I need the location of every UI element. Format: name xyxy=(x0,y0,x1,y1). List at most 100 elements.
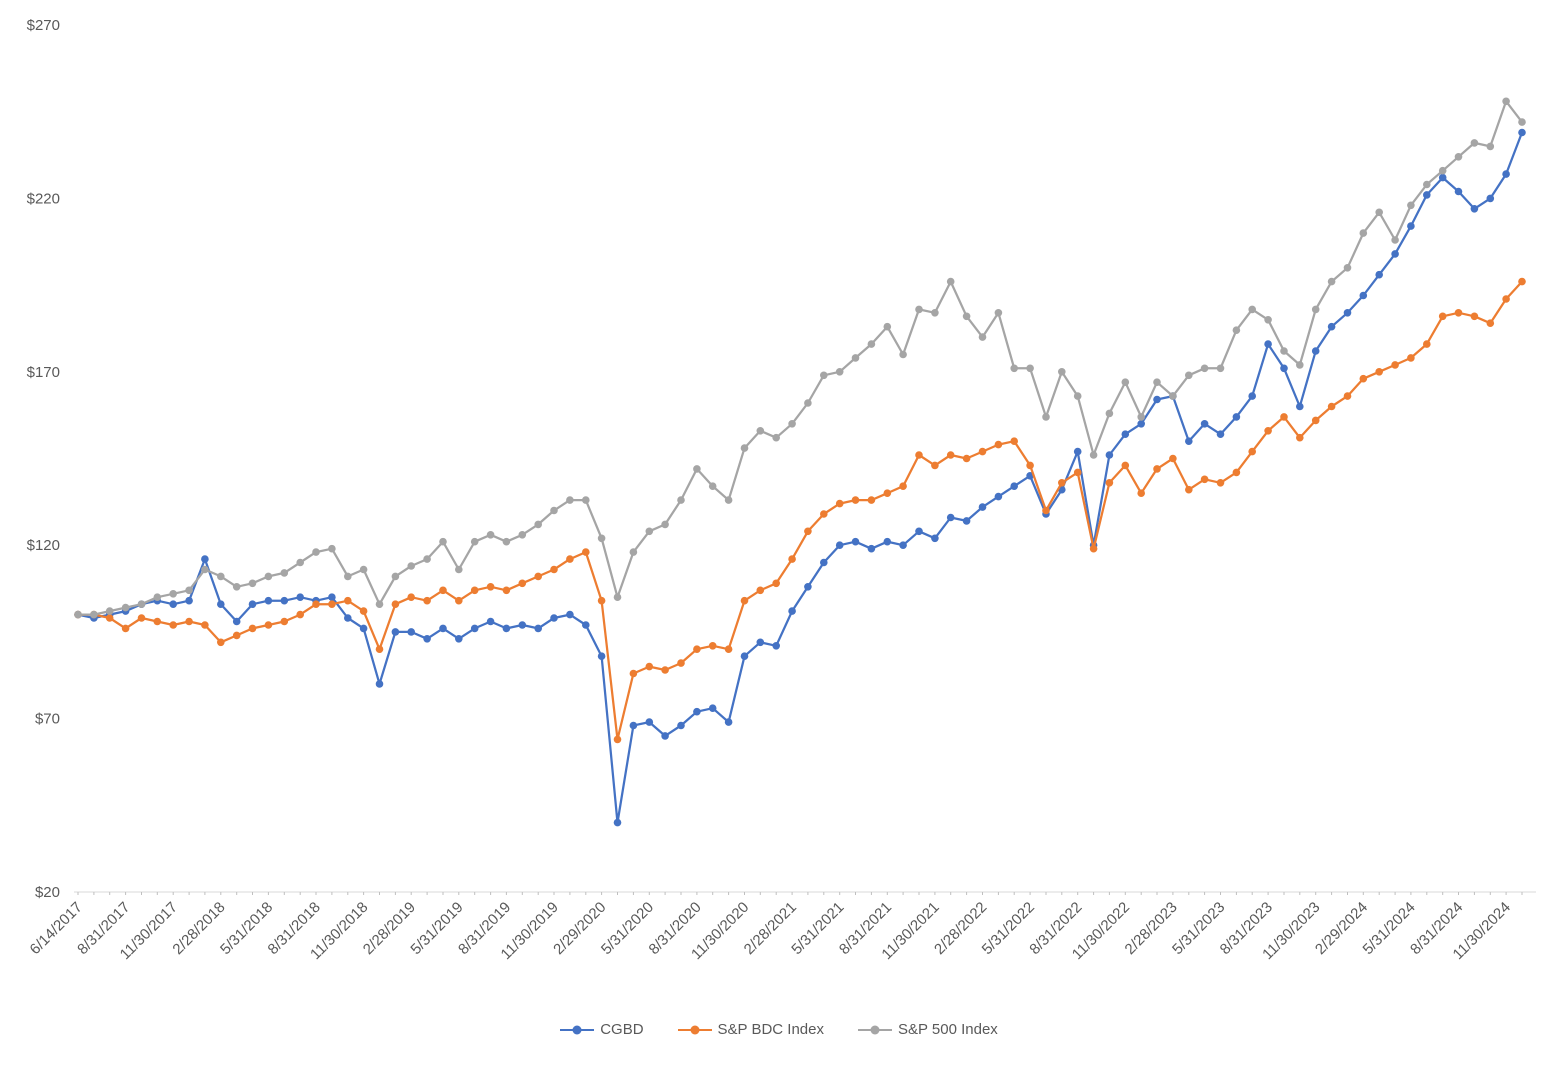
data-point xyxy=(1470,312,1479,321)
data-point xyxy=(1200,475,1209,484)
data-point xyxy=(613,593,622,601)
data-point xyxy=(915,451,923,459)
data-point xyxy=(1216,364,1225,373)
data-point xyxy=(1153,465,1161,473)
data-point xyxy=(185,596,193,605)
data-point xyxy=(597,596,606,605)
data-point xyxy=(566,555,574,563)
data-point xyxy=(994,492,1003,501)
data-point xyxy=(740,444,749,452)
data-point xyxy=(391,628,400,636)
data-point xyxy=(931,309,939,317)
data-point xyxy=(677,721,685,730)
data-point xyxy=(328,593,336,601)
data-point xyxy=(344,572,352,581)
legend-marker-sp-bdc-index xyxy=(677,1025,712,1034)
data-point xyxy=(1073,392,1082,400)
data-point xyxy=(1454,153,1463,161)
data-point xyxy=(328,544,336,553)
data-point xyxy=(1375,368,1383,376)
data-point xyxy=(1280,347,1288,355)
data-point xyxy=(232,631,241,640)
data-point xyxy=(1343,264,1352,272)
data-point xyxy=(994,309,1003,317)
legend-marker-sp-500-index xyxy=(857,1025,892,1034)
data-point xyxy=(899,350,907,359)
data-point xyxy=(629,721,638,730)
data-point xyxy=(724,718,733,726)
legend-marker-cgbd xyxy=(560,1025,595,1034)
data-point xyxy=(455,565,463,574)
data-point xyxy=(455,596,463,605)
data-point xyxy=(724,496,733,504)
data-point xyxy=(1121,378,1130,387)
data-point xyxy=(740,596,749,605)
data-point xyxy=(1121,430,1130,439)
data-point xyxy=(391,600,400,608)
data-point xyxy=(1280,413,1288,421)
data-point xyxy=(693,707,701,716)
data-point xyxy=(375,645,384,653)
chart-legend: CGBD S&P BDC Index S&P 500 Index xyxy=(0,1021,1558,1038)
data-point xyxy=(534,520,542,529)
data-point xyxy=(90,610,98,619)
data-point xyxy=(1105,451,1114,459)
x-axis-ticks xyxy=(77,892,1523,895)
data-point xyxy=(312,600,320,608)
data-point xyxy=(169,590,177,598)
data-point xyxy=(1280,364,1288,373)
data-point xyxy=(185,617,193,626)
data-point xyxy=(804,399,812,407)
data-point xyxy=(1518,277,1526,286)
data-point xyxy=(1026,364,1034,373)
data-point xyxy=(359,565,368,574)
data-point xyxy=(1153,395,1161,404)
data-point xyxy=(248,624,257,633)
data-point xyxy=(708,642,717,650)
data-point xyxy=(1232,413,1241,421)
data-point xyxy=(169,621,177,629)
y-axis-label: $270 xyxy=(27,17,60,34)
data-point xyxy=(1296,402,1304,411)
data-point xyxy=(661,732,669,740)
data-point xyxy=(629,548,638,556)
data-point xyxy=(962,312,971,321)
data-point xyxy=(264,572,273,581)
data-point xyxy=(1438,173,1447,182)
data-point xyxy=(344,596,352,605)
data-point xyxy=(1137,489,1145,498)
data-point xyxy=(344,614,352,622)
data-point xyxy=(470,537,479,546)
data-point xyxy=(1327,277,1336,286)
data-point xyxy=(423,596,431,605)
series-line-cgbd xyxy=(76,131,1524,824)
data-point xyxy=(613,818,622,827)
data-point xyxy=(1359,291,1368,300)
data-point xyxy=(597,652,606,660)
data-point xyxy=(1391,236,1399,244)
data-point xyxy=(518,621,527,629)
data-point xyxy=(1010,364,1018,373)
data-point xyxy=(1296,361,1304,369)
data-point xyxy=(820,510,828,518)
data-point xyxy=(1423,191,1431,199)
data-point xyxy=(962,454,971,463)
data-point xyxy=(1169,454,1177,463)
data-point xyxy=(1502,170,1510,178)
data-point xyxy=(439,537,447,546)
data-point xyxy=(1216,430,1225,439)
data-point xyxy=(756,638,765,647)
data-point xyxy=(677,659,685,667)
y-axis-label: $220 xyxy=(27,190,60,207)
data-point xyxy=(423,635,431,643)
data-point xyxy=(439,586,447,595)
data-point xyxy=(645,718,654,726)
data-point xyxy=(1073,447,1082,456)
data-point xyxy=(1311,416,1320,425)
data-point xyxy=(613,735,622,744)
data-point xyxy=(232,583,241,591)
data-point xyxy=(1407,201,1415,210)
data-point xyxy=(1248,447,1256,456)
data-point xyxy=(1264,340,1272,348)
data-point xyxy=(201,565,209,574)
